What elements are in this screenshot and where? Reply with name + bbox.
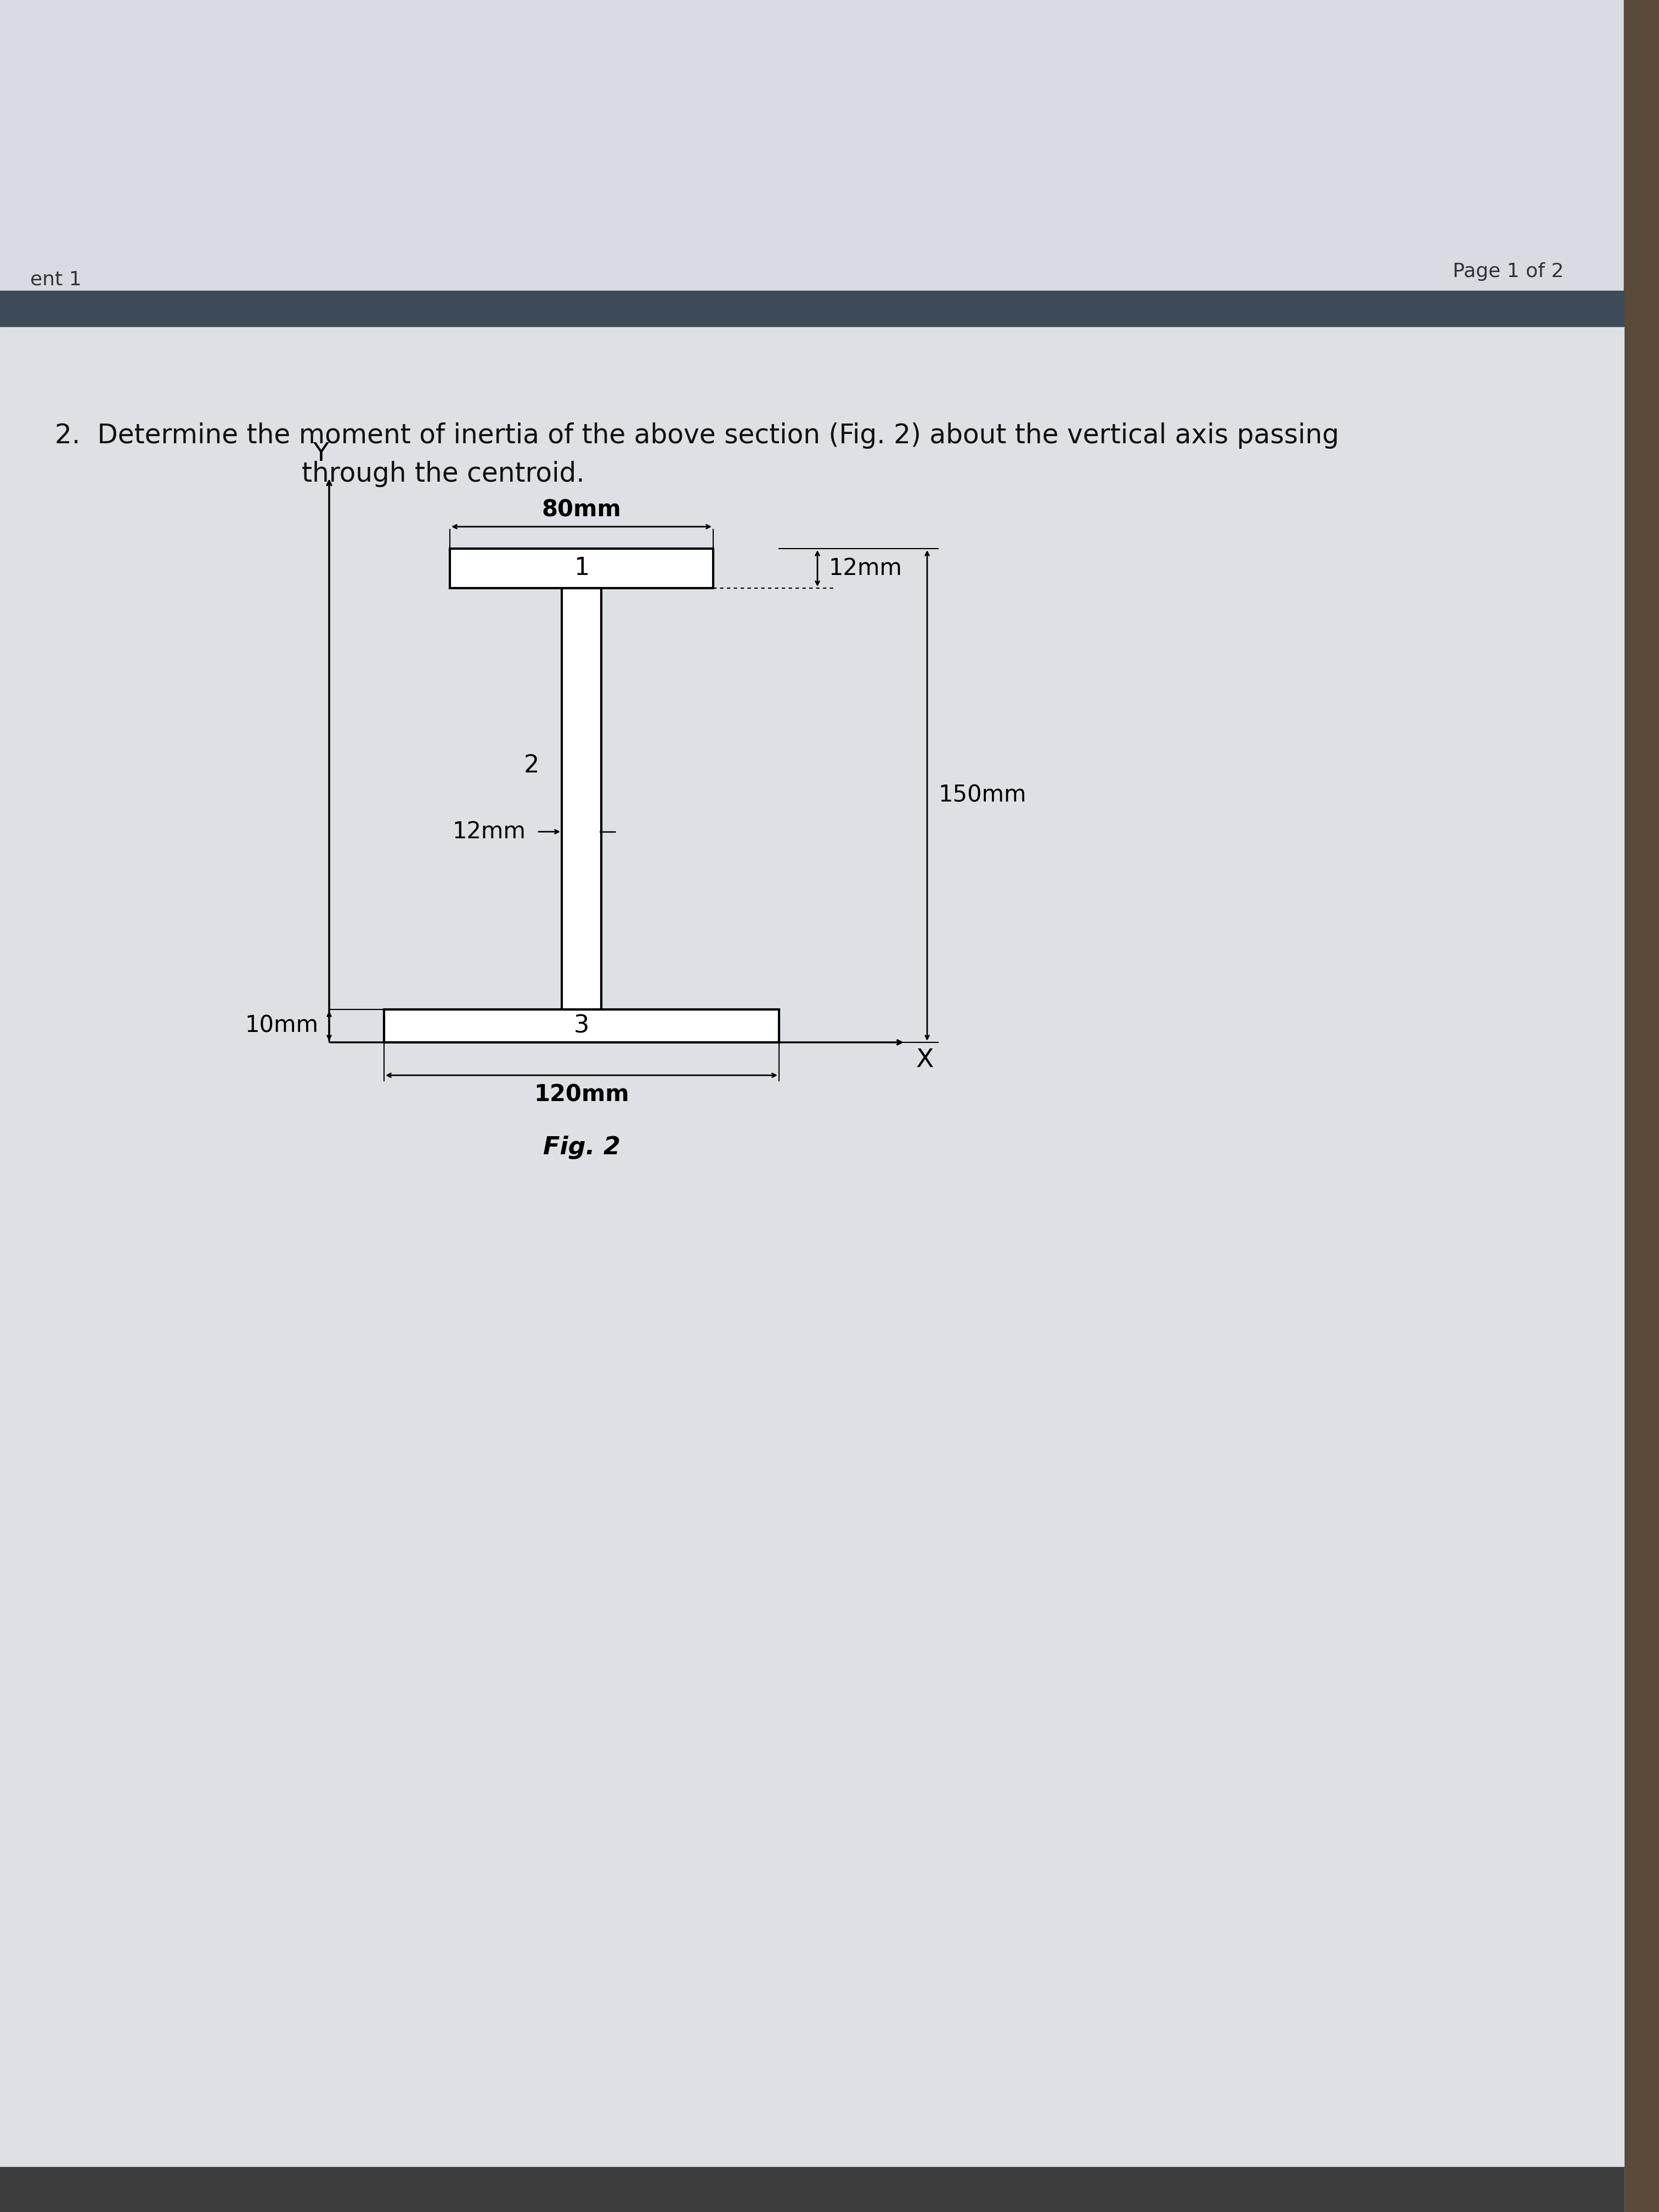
Text: Page 1 of 2: Page 1 of 2 bbox=[1452, 263, 1563, 281]
Text: 80mm: 80mm bbox=[542, 498, 620, 522]
Text: 1: 1 bbox=[574, 557, 589, 580]
Text: 12mm: 12mm bbox=[828, 557, 902, 580]
Text: Fig. 2: Fig. 2 bbox=[542, 1135, 620, 1159]
Bar bbox=[0, 290, 1624, 327]
Text: 120mm: 120mm bbox=[534, 1084, 629, 1106]
Bar bbox=[0, 2168, 1624, 2212]
Text: Y: Y bbox=[314, 442, 328, 467]
Bar bbox=[450, 549, 713, 588]
Text: 10mm: 10mm bbox=[244, 1015, 319, 1037]
Text: through the centroid.: through the centroid. bbox=[302, 460, 584, 487]
Bar bbox=[562, 588, 601, 1009]
Bar bbox=[1624, 0, 1659, 2212]
Bar bbox=[0, 0, 1659, 290]
Text: 12mm: 12mm bbox=[451, 821, 526, 843]
Text: ent 1: ent 1 bbox=[30, 270, 81, 290]
Bar bbox=[383, 1009, 780, 1042]
Text: 150mm: 150mm bbox=[937, 783, 1027, 807]
Text: 3: 3 bbox=[574, 1013, 589, 1037]
Text: X: X bbox=[916, 1048, 934, 1073]
Text: 2.  Determine the moment of inertia of the above section (Fig. 2) about the vert: 2. Determine the moment of inertia of th… bbox=[55, 422, 1339, 449]
Text: 2: 2 bbox=[524, 754, 539, 779]
Bar bbox=[0, 327, 1624, 2212]
